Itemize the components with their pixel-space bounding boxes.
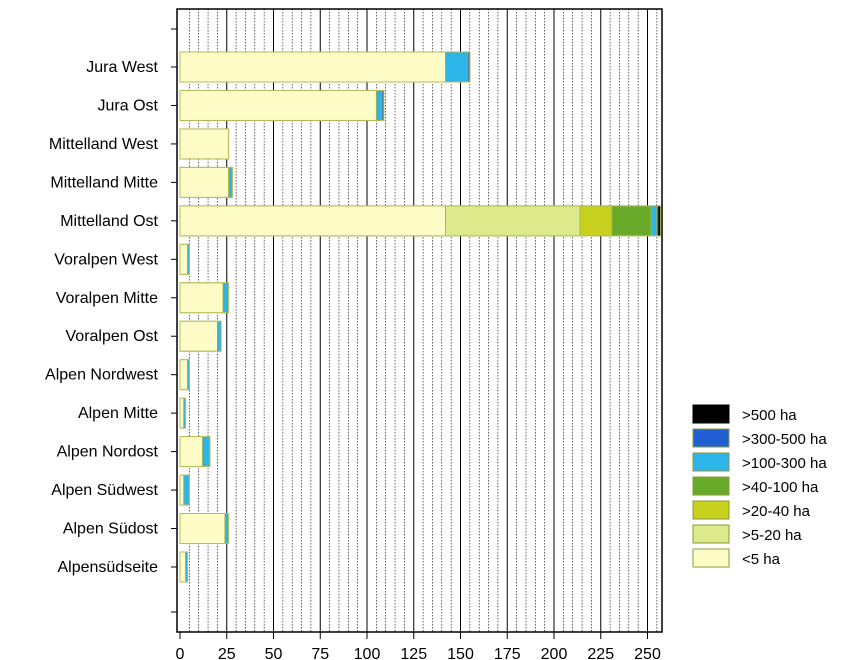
- category-label: Alpen Mitte: [78, 405, 158, 422]
- bar-outline: [179, 205, 662, 237]
- bar-outline: [179, 243, 190, 275]
- bar-outline: [179, 551, 188, 583]
- x-tick-label: 200: [541, 646, 568, 660]
- legend-swatch: [692, 500, 730, 520]
- bar-segment: [179, 474, 185, 506]
- x-tick-label: 0: [176, 646, 185, 660]
- bar-segment: [179, 282, 224, 314]
- category-label: Jura Ost: [98, 97, 159, 114]
- grid-lines: [189, 9, 658, 632]
- bar-segment: [183, 474, 190, 506]
- category-label: Mittelland Ost: [60, 213, 158, 230]
- category-label: Alpen Nordost: [57, 444, 159, 461]
- bar-outline: [179, 474, 190, 506]
- bar-outline: [179, 166, 233, 198]
- bar-outline: [179, 397, 187, 429]
- bar-segment: [650, 205, 658, 237]
- category-label: Mittelland Mitte: [50, 174, 158, 191]
- y-axis: Jura West Jura Ost Mittelland West Mittella…: [45, 28, 177, 613]
- legend-swatch: [692, 404, 730, 424]
- category-label: Alpen Nordwest: [45, 367, 159, 384]
- category-label: Mittelland West: [49, 136, 159, 153]
- bar-outline: [179, 359, 190, 391]
- legend-label: >300-500 ha: [742, 431, 827, 448]
- bar-outline: [179, 51, 471, 83]
- x-tick-label: 25: [218, 646, 236, 660]
- legend-label: >20-40 ha: [742, 503, 811, 520]
- bar-segment: [179, 359, 188, 391]
- bar-segment: [222, 282, 230, 314]
- legend-label: <5 ha: [742, 551, 781, 568]
- category-label: Voralpen Ost: [66, 328, 159, 345]
- category-label: Alpen Südwest: [51, 482, 158, 499]
- bar-segment: [179, 551, 187, 583]
- x-tick-label: 225: [587, 646, 614, 660]
- legend-label: >40-100 ha: [742, 479, 819, 496]
- bar-outline: [179, 128, 230, 160]
- category-label: Voralpen Mitte: [56, 290, 158, 307]
- legend-label: >5-20 ha: [742, 527, 802, 544]
- bar-outline: [179, 436, 211, 468]
- bars: [179, 51, 662, 583]
- category-label: Jura West: [86, 59, 158, 76]
- bar-segment: [179, 51, 446, 83]
- bar-segment: [179, 320, 218, 352]
- legend-label: >100-300 ha: [742, 455, 827, 472]
- bar-segment: [179, 436, 203, 468]
- bar-outline: [179, 89, 385, 121]
- bar-segment: [179, 205, 446, 237]
- bar-outline: [179, 320, 222, 352]
- legend-swatch: [692, 524, 730, 544]
- x-tick-label: 100: [354, 646, 381, 660]
- category-label: Voralpen West: [54, 251, 158, 268]
- category-label: Alpen Südost: [63, 521, 159, 538]
- bar-segment: [179, 513, 226, 544]
- x-tick-label: 175: [494, 646, 521, 660]
- legend-swatch: [692, 452, 730, 472]
- bar-segment: [375, 90, 383, 121]
- bar-segment: [445, 205, 581, 237]
- bar-segment: [216, 320, 222, 352]
- bar-segment: [179, 90, 377, 121]
- bar-segment: [179, 128, 230, 160]
- x-tick-label: 75: [311, 646, 329, 660]
- bar-segment: [202, 436, 211, 468]
- bar-outline: [179, 282, 230, 314]
- legend-swatch: [692, 548, 730, 568]
- bar-outline: [179, 513, 230, 545]
- bar-segment: [611, 205, 652, 237]
- plot-frame: [176, 8, 663, 633]
- x-tick-label: 125: [400, 646, 427, 660]
- x-axis: 0 25 50 75 100 125 150 175 200 225 250: [176, 632, 661, 660]
- x-tick-label: 50: [265, 646, 283, 660]
- x-tick-label: 250: [634, 646, 661, 660]
- bar-segment: [224, 513, 230, 544]
- category-label: Alpensüdseite: [57, 559, 158, 576]
- bar-segment: [228, 166, 233, 198]
- bar-segment: [445, 51, 469, 83]
- bar-segment: [179, 243, 188, 275]
- bar-segment: [179, 397, 185, 429]
- legend-swatch: [692, 428, 730, 448]
- legend-swatch: [692, 476, 730, 496]
- legend-label: >500 ha: [742, 407, 797, 424]
- bar-segment: [179, 166, 230, 198]
- x-tick-label: 150: [447, 646, 474, 660]
- bar-segment: [579, 205, 613, 237]
- legend: >500 ha >300-500 ha >100-300 ha >40-100 ha >…: [692, 404, 827, 568]
